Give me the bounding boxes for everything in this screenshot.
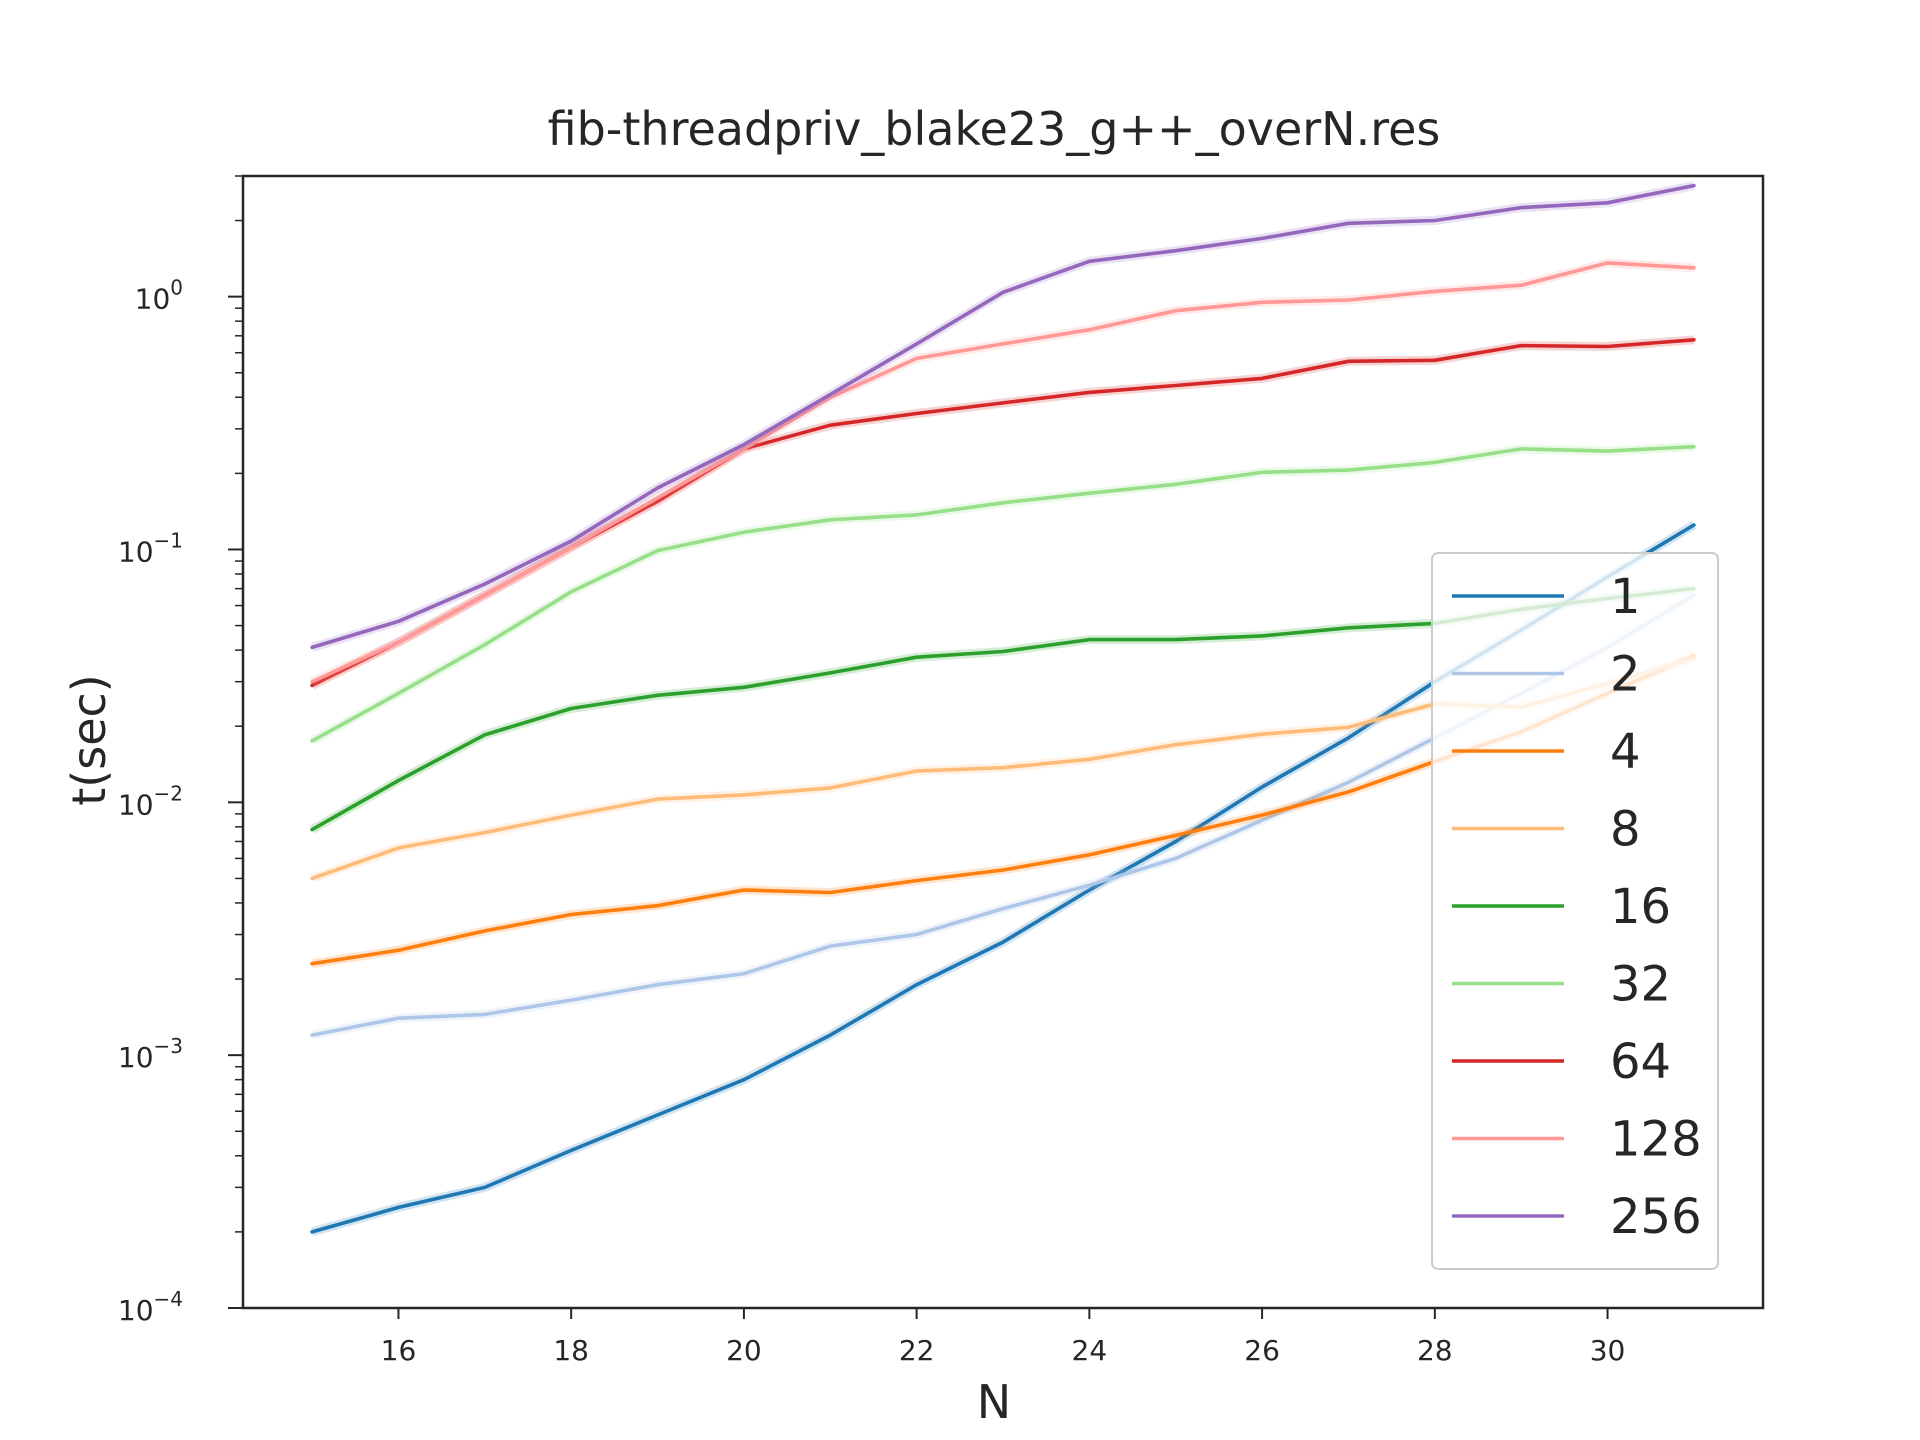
legend-label-64: 64 xyxy=(1610,1034,1671,1090)
y-tick-exponent: 0 xyxy=(170,276,183,300)
series-line-32 xyxy=(310,444,1696,743)
legend-label-8: 8 xyxy=(1610,802,1641,858)
x-tick-label: 26 xyxy=(1244,1334,1280,1367)
legend-label-4: 4 xyxy=(1610,724,1641,780)
legend-label-2: 2 xyxy=(1610,647,1641,703)
y-tick-exponent: −1 xyxy=(154,528,183,552)
x-tick-label: 22 xyxy=(899,1334,935,1367)
y-tick-label: 10−3 xyxy=(118,1034,183,1074)
x-tick-label: 24 xyxy=(1072,1334,1108,1367)
x-tick-label: 30 xyxy=(1590,1334,1626,1367)
x-tick-label: 18 xyxy=(553,1334,589,1367)
y-axis-label: t(sec) xyxy=(62,674,116,806)
chart-title: fib-threadpriv_blake23_g++_overN.res xyxy=(548,102,1441,156)
y-tick-exponent: −4 xyxy=(154,1287,183,1311)
legend-label-1: 1 xyxy=(1610,569,1641,625)
y-tick-label: 10−1 xyxy=(118,528,183,568)
x-axis-label: N xyxy=(977,1375,1011,1429)
legend-box xyxy=(1431,552,1719,1270)
legend-label-128: 128 xyxy=(1610,1112,1702,1168)
series-line-128 xyxy=(310,261,1696,684)
y-tick-label: 100 xyxy=(135,276,183,316)
series-line-256 xyxy=(310,183,1696,650)
y-tick-exponent: −3 xyxy=(154,1034,183,1058)
legend-label-32: 32 xyxy=(1610,957,1671,1013)
legend: 1 2 4 8 16 32 64 128 256 xyxy=(1431,552,1719,1270)
x-tick-label: 28 xyxy=(1417,1334,1453,1367)
plot-frame xyxy=(241,174,1765,1310)
x-tick-label: 20 xyxy=(726,1334,762,1367)
plot-area xyxy=(309,181,1697,1237)
legend-label-256: 256 xyxy=(1610,1189,1702,1245)
y-tick-label: 10−4 xyxy=(118,1287,183,1327)
y-tick-exponent: −2 xyxy=(154,781,183,805)
y-tick-label: 10−2 xyxy=(118,781,183,821)
legend-label-16: 16 xyxy=(1610,879,1671,935)
x-tick-label: 16 xyxy=(381,1334,417,1367)
